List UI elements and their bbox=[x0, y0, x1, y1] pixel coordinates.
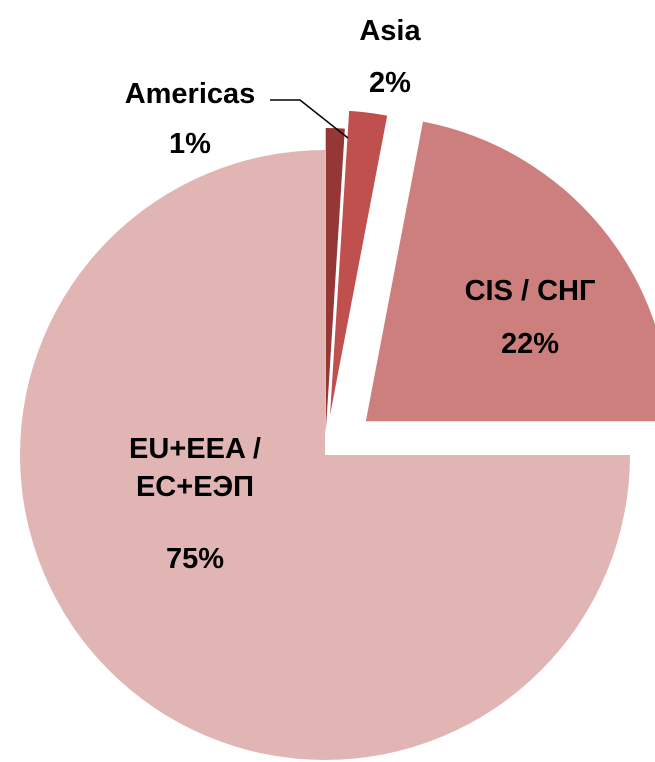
slice-label: Americas bbox=[124, 78, 256, 110]
pie-slice bbox=[330, 110, 388, 416]
pie-slice bbox=[325, 128, 345, 434]
value-label: 1% bbox=[169, 128, 211, 160]
slice-label: CIS / СНГ bbox=[464, 275, 596, 307]
value-label: 2% bbox=[369, 67, 411, 99]
value-label: 22% bbox=[500, 328, 560, 360]
value-label: 75% bbox=[165, 543, 225, 575]
pie-slice bbox=[20, 150, 630, 760]
leader-line bbox=[270, 99, 349, 139]
pie-slice bbox=[365, 121, 655, 422]
slice-label: Asia bbox=[359, 15, 421, 47]
slice-label: EU+EEA / ЕС+ЕЭП bbox=[129, 433, 261, 503]
